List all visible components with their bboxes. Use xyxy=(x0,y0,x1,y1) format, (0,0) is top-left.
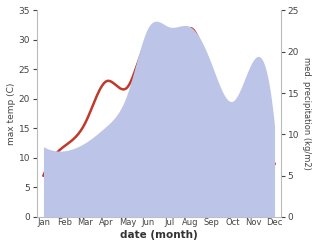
Y-axis label: med. precipitation (kg/m2): med. precipitation (kg/m2) xyxy=(302,57,311,170)
Y-axis label: max temp (C): max temp (C) xyxy=(7,82,16,145)
X-axis label: date (month): date (month) xyxy=(120,230,198,240)
